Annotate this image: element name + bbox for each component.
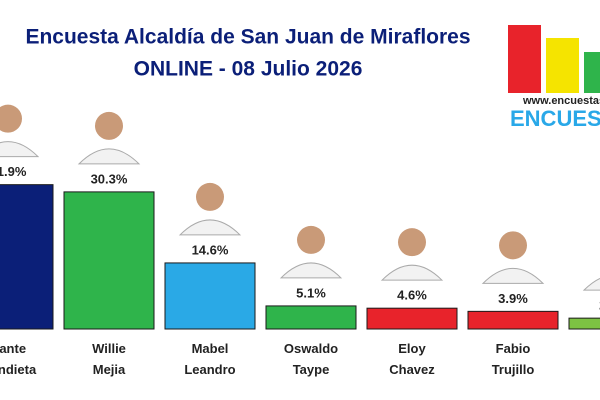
x-tick-label: Eloy Chavez — [389, 341, 435, 377]
value-label: 30.3% — [91, 171, 128, 186]
x-tick-label: DanteMendieta — [0, 341, 37, 377]
bar — [164, 262, 256, 330]
photo-body — [582, 278, 600, 291]
logo-url: www.encuestas — [522, 95, 600, 107]
x-tick-label: Willie Mejia — [92, 341, 126, 377]
photo-head — [499, 231, 527, 260]
value-label: 4.6% — [397, 288, 427, 303]
photo-body — [77, 148, 141, 165]
photo-head — [196, 182, 224, 211]
value-label: 5.1% — [296, 285, 326, 300]
photo-body — [178, 219, 242, 236]
bar — [366, 307, 458, 330]
bar — [568, 317, 600, 330]
value-label: 14.6% — [192, 242, 229, 257]
bar — [467, 310, 559, 330]
photo-head — [297, 225, 325, 254]
logo-brand: ENCUES — [510, 106, 600, 131]
logo: www.encuestas ENCUES — [508, 25, 600, 131]
logo-bar — [508, 25, 541, 93]
x-tick-label: Oswaldo Taype — [284, 341, 338, 377]
photo-body — [279, 262, 343, 279]
bar — [0, 184, 54, 330]
photo-head — [0, 104, 22, 133]
value-label: 31.9% — [0, 164, 27, 179]
photo-body — [481, 268, 545, 284]
bar — [63, 191, 155, 330]
bar — [265, 305, 357, 330]
chart-subtitle: ONLINE - 08 Julio 2026 — [134, 58, 363, 81]
photo-body — [0, 141, 40, 158]
logo-bar — [584, 52, 600, 93]
photo-body — [380, 264, 444, 281]
photo-head — [95, 111, 123, 140]
photo-head — [398, 228, 426, 257]
logo-bar — [546, 38, 579, 93]
x-tick-label: Fabio Trujillo — [492, 341, 535, 377]
x-tick-label: Mabel Leandro — [184, 341, 235, 377]
chart-title: Encuesta Alcaldía de San Juan de Miraflo… — [25, 26, 470, 49]
value-label: 3.9% — [498, 291, 528, 306]
